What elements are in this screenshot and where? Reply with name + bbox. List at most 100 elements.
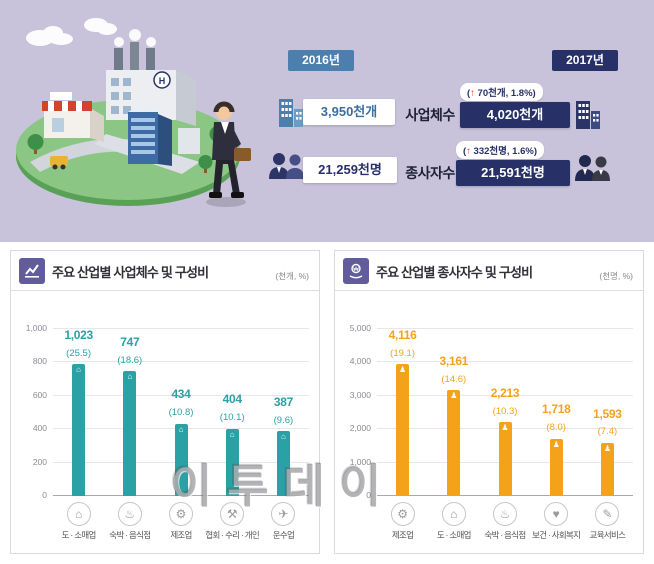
lodging-restaurant-icon: ♨ [117,502,142,526]
bar: ♟ [498,422,512,496]
bar-column: 2,213 (10.3) ♟ [479,329,530,496]
category-label: 숙박 · 음식점 [484,530,526,540]
y-axis-tick: 600 [32,389,47,400]
bar-column: 1,718 (8.0) ♟ [531,329,582,496]
category-label: 협회 · 수리 · 개인 [205,530,260,540]
y-axis-tick: 5,000 [349,323,371,333]
bar-value-label: 404 (10.1) [219,392,245,424]
y-axis-tick: 3,000 [349,389,371,400]
bars: 4,116 (19.1) ♟ 3,161 (14.6) ♟ 2,213 (10.3) ♟ 1,71… [377,328,633,496]
y-axis-tick: 0 [42,490,47,500]
workers-2017-value: 21,591천명 [456,160,570,186]
person-icon: ♟ [552,439,560,449]
person-icon: ♟ [450,391,458,401]
year-2016-badge: 2016년 [288,50,354,71]
bar-column: 404 (10.1) ⌂ [207,329,258,496]
bar: ♟ [600,442,614,496]
category: ⌂ 도 · 소매업 [428,502,479,541]
building-icon: ⌂ [229,429,235,439]
bar-value-label: 3,161 (14.6) [439,354,469,386]
bar: ⌂ [123,371,137,496]
y-axis-tick: 200 [32,456,47,467]
workers-2016-value: 21,259천명 [303,157,397,183]
building-icon: ⌂ [178,424,184,434]
city-illustration: H [16,18,251,207]
category-label: 도 · 소매업 [61,530,97,540]
bar: ⌂ [72,364,86,496]
category-axis: ⚙ 제조업 ⌂ 도 · 소매업 ♨ 숙박 · 음식점 ♥ 보건 · 사회복지 ✎ 교육서비스 [377,502,633,541]
bar-column: 3,161 (14.6) ♟ [428,329,479,496]
panel-header: 주요 산업별 사업체수 및 구성비 (천개, %) [11,251,319,291]
gridline [53,328,309,329]
y-axis: 0 200 400 600 800 1,000 [17,323,49,500]
gear-icon: ⚙ [169,502,193,526]
line-chart-icon [19,258,45,284]
category: ♨ 숙박 · 음식점 [479,502,530,541]
storefront-icon: ⌂ [441,502,466,526]
y-axis-tick: 800 [32,356,47,367]
y-axis-tick: 2,000 [349,423,371,434]
establishments-label: 사업체수 [405,107,455,123]
category: ✈ 운수업 [258,502,309,541]
bar: ⌂ [225,428,239,496]
building-icon: ⌂ [127,372,133,382]
gridline [377,328,633,329]
bar-value-label: 434 (10.8) [168,387,194,419]
delta-open: ( [463,146,467,157]
workers-bar-chart: 0 1,000 2,000 3,000 4,000 5,000 4,116 (19.1) ♟ 3… [341,323,633,541]
businessman-figure [206,101,251,207]
summary-band: H [0,0,654,242]
y-axis-tick: 400 [32,423,47,434]
category-label: 숙박 · 음식점 [109,530,151,540]
person-icon: ♟ [399,365,407,375]
shop-building [42,92,104,142]
category: ⚒ 협회 · 수리 · 개인 [205,502,260,541]
lodging-restaurant-icon: ♨ [493,502,517,526]
workers-label: 종사자수 [405,165,455,181]
buildings-icon-navy [576,101,600,129]
svg-text:₩: ₩ [353,267,359,273]
small-building [178,128,200,154]
bar: ⌂ [174,423,188,496]
category-label: 도 · 소매업 [436,530,472,540]
establishments-bar-chart: 0 200 400 600 800 1,000 1,023 (25.5) ⌂ 747 (18.6)… [17,323,309,541]
gridline [53,361,309,363]
cloud-icon [26,18,117,46]
y-axis: 0 1,000 2,000 3,000 4,000 5,000 [341,323,373,500]
delta-open: ( [467,88,471,99]
coin-hand-icon: ₩ [343,258,369,284]
workers-icon-right [575,155,610,181]
transport-icon: ✈ [271,502,296,526]
bar: ♟ [447,390,461,496]
bars: 1,023 (25.5) ⌂ 747 (18.6) ⌂ 434 (10.8) ⌂ 404 (10.1… [53,328,309,496]
panel-header: ₩ 주요 산업별 종사자수 및 구성비 (천명, %) [335,251,643,291]
bar-column: 434 (10.8) ⌂ [155,329,206,496]
establishments-delta-badge: (↑ 70천개, 1.8%) [460,83,543,101]
y-axis-tick: 4,000 [349,356,371,367]
bar-column: 747 (18.6) ⌂ [104,329,155,496]
bar-value-label: 387 (9.6) [273,395,294,426]
gridline [377,361,633,363]
repair-icon: ⚒ [220,502,245,526]
bar-value-label: 2,213 (10.3) [490,385,520,417]
office-building [128,104,172,166]
category: ♨ 숙박 · 음식점 [104,502,155,541]
category: ⌂ 도 · 소매업 [53,502,104,541]
building-icon: ⌂ [76,365,82,375]
gridline [53,394,309,396]
gridline [377,394,633,396]
establishments-2017-value: 4,020천개 [460,102,570,128]
establishments-2016-value: 3,950천개 [303,99,395,125]
bar-value-label: 1,718 (8.0) [541,402,571,434]
delta-text: 332천명, 1.6%) [470,146,537,157]
panel-title: 주요 산업별 사업체수 및 구성비 [52,264,209,280]
bar: ⌂ [276,431,290,496]
bar-value-label: 4,116 (19.1) [388,328,417,359]
bar: ♟ [396,364,410,496]
bar-column: 1,023 (25.5) ⌂ [53,328,104,496]
category: ♥ 보건 · 사회복지 [531,502,582,541]
bar: ♟ [549,438,563,496]
person-icon: ♟ [603,443,611,453]
buildings-icon-blue [279,99,303,127]
